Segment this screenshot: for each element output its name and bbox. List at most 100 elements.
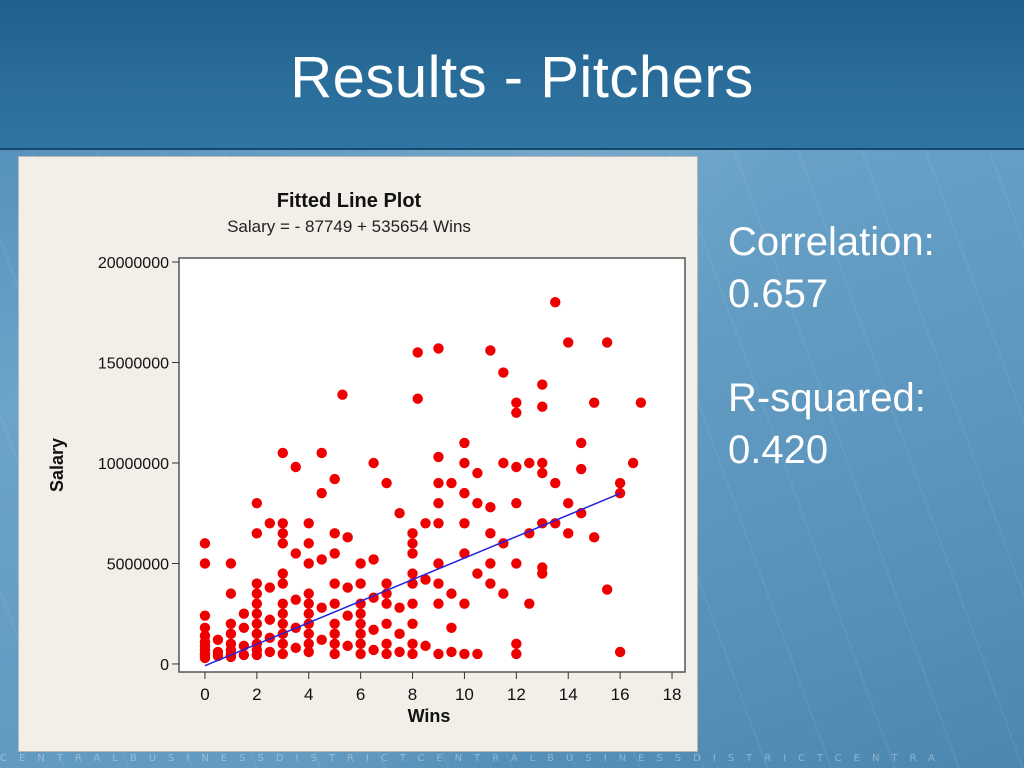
- data-point: [251, 649, 263, 661]
- data-point: [264, 518, 276, 529]
- data-point: [407, 648, 418, 660]
- data-point: [576, 463, 587, 475]
- data-point: [420, 574, 431, 585]
- data-point: [433, 518, 444, 529]
- data-point: [563, 528, 574, 539]
- data-point: [407, 598, 418, 609]
- data-point: [303, 646, 314, 658]
- data-point: [498, 588, 509, 599]
- data-point: [511, 497, 522, 509]
- data-point: [511, 558, 522, 569]
- data-point: [472, 568, 483, 579]
- data-point: [290, 461, 301, 473]
- data-point: [329, 578, 340, 589]
- data-point: [303, 628, 314, 640]
- x-tick-label: 18: [663, 685, 682, 704]
- data-point: [368, 554, 379, 565]
- data-point: [225, 588, 237, 599]
- data-point: [342, 582, 353, 593]
- rsquared-label: R-squared:: [728, 376, 926, 420]
- data-point: [433, 477, 444, 489]
- data-point: [337, 389, 348, 400]
- data-point: [329, 548, 340, 559]
- data-point: [264, 582, 276, 593]
- data-point: [355, 628, 366, 640]
- data-point: [485, 578, 496, 589]
- data-point: [251, 608, 263, 619]
- data-point: [329, 618, 340, 629]
- rsquared-value: 0.420: [728, 428, 829, 472]
- data-point: [277, 598, 288, 609]
- y-axis: 0 5000000 10000000 15000000 20000000: [98, 255, 179, 674]
- chart-subtitle: Salary = - 87749 + 535654 Wins: [227, 217, 471, 236]
- data-point: [498, 367, 509, 378]
- data-point: [394, 508, 405, 519]
- data-point: [472, 467, 483, 479]
- data-point: [355, 608, 366, 619]
- data-point: [290, 642, 301, 654]
- data-point: [329, 648, 340, 660]
- data-point: [277, 447, 288, 459]
- data-point: [420, 640, 431, 652]
- data-point: [368, 624, 379, 635]
- data-point: [277, 638, 288, 650]
- data-point: [446, 646, 457, 658]
- y-tick-label: 5000000: [107, 556, 169, 573]
- data-point: [537, 401, 548, 412]
- data-point: [601, 337, 613, 348]
- data-point: [251, 628, 263, 640]
- data-point: [537, 379, 548, 390]
- x-tick-label: 8: [408, 685, 417, 704]
- y-tick-label: 15000000: [98, 356, 169, 373]
- data-point: [329, 638, 340, 650]
- slide-header: Results - Pitchers: [0, 0, 1024, 150]
- data-point: [199, 538, 211, 549]
- data-point: [251, 528, 263, 539]
- data-point: [303, 598, 314, 609]
- data-point: [381, 578, 392, 589]
- data-point: [368, 457, 379, 469]
- data-point: [381, 618, 392, 629]
- data-point: [635, 397, 647, 408]
- data-point: [303, 538, 314, 549]
- data-point: [459, 487, 470, 499]
- y-tick-label: 10000000: [98, 456, 169, 473]
- x-axis: 0 2 4 6 8 10 12 14 16 18: [200, 672, 681, 704]
- data-point: [342, 640, 353, 652]
- data-point: [614, 646, 626, 658]
- data-point: [524, 457, 535, 469]
- data-point: [394, 602, 405, 613]
- x-tick-label: 16: [611, 685, 630, 704]
- data-point: [412, 347, 423, 358]
- data-point: [394, 628, 405, 640]
- fitted-line-plot: Fitted Line Plot Salary = - 87749 + 5356…: [47, 190, 686, 726]
- data-point: [433, 497, 444, 509]
- data-point: [550, 297, 561, 308]
- data-point: [199, 622, 211, 633]
- data-point: [316, 487, 327, 499]
- data-point: [537, 518, 548, 529]
- data-point: [407, 528, 418, 539]
- data-point: [238, 622, 250, 633]
- data-point: [290, 548, 301, 559]
- slide-title: Results - Pitchers: [290, 45, 754, 110]
- data-point: [381, 638, 392, 650]
- data-point: [433, 598, 444, 609]
- data-point: [264, 646, 276, 658]
- data-point: [381, 598, 392, 609]
- data-point: [342, 610, 353, 621]
- x-tick-label: 4: [304, 685, 313, 704]
- data-point: [303, 638, 314, 650]
- data-point: [329, 528, 340, 539]
- data-point: [251, 578, 263, 589]
- chart-title: Fitted Line Plot: [277, 190, 422, 212]
- x-tick-label: 2: [252, 685, 261, 704]
- data-point: [316, 554, 327, 565]
- data-point: [472, 648, 483, 660]
- data-point: [407, 568, 418, 579]
- data-point: [446, 622, 457, 633]
- x-tick-label: 6: [356, 685, 365, 704]
- data-point: [199, 610, 211, 621]
- data-point: [277, 538, 288, 549]
- data-point: [588, 397, 600, 408]
